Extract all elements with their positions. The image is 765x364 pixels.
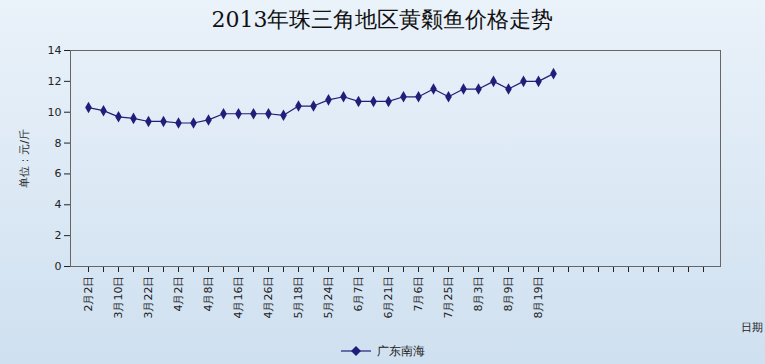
svg-text:4月26日: 4月26日 (262, 276, 275, 319)
svg-text:2: 2 (55, 229, 62, 242)
svg-text:12: 12 (48, 75, 62, 88)
svg-text:日期: 日期 (741, 321, 763, 334)
html-text:广东南海: 广东南海 (376, 343, 425, 358)
svg-text:0: 0 (55, 260, 62, 273)
svg-text:3月22日: 3月22日 (142, 276, 155, 319)
svg-text:6: 6 (55, 167, 62, 180)
svg-text:5月24日: 5月24日 (322, 276, 335, 319)
svg-text:8: 8 (55, 137, 62, 150)
svg-text:4月2日: 4月2日 (172, 276, 185, 312)
svg-text:6月21日: 6月21日 (382, 276, 395, 319)
svg-text:4月16日: 4月16日 (232, 276, 245, 319)
svg-text:8月9日: 8月9日 (502, 276, 515, 312)
svg-text:10: 10 (48, 106, 62, 119)
svg-text:8月19日: 8月19日 (532, 276, 545, 319)
svg-text:14: 14 (48, 44, 62, 57)
svg-text:单位：元/斤: 单位：元/斤 (18, 129, 31, 188)
svg-text:8月3日: 8月3日 (472, 276, 485, 312)
svg-text:4: 4 (55, 198, 62, 211)
svg-text:6月7日: 6月7日 (352, 276, 365, 312)
svg-text:5月18日: 5月18日 (292, 276, 305, 319)
html-text:2013年珠三角地区黄颡鱼价格走势: 2013年珠三角地区黄颡鱼价格走势 (211, 7, 554, 32)
svg-text:4月8日: 4月8日 (202, 276, 215, 312)
svg-text:3月10日: 3月10日 (112, 276, 125, 319)
svg-text:2月2日: 2月2日 (82, 276, 95, 312)
svg-text:7月6日: 7月6日 (412, 276, 425, 312)
svg-text:7月25日: 7月25日 (442, 276, 455, 319)
